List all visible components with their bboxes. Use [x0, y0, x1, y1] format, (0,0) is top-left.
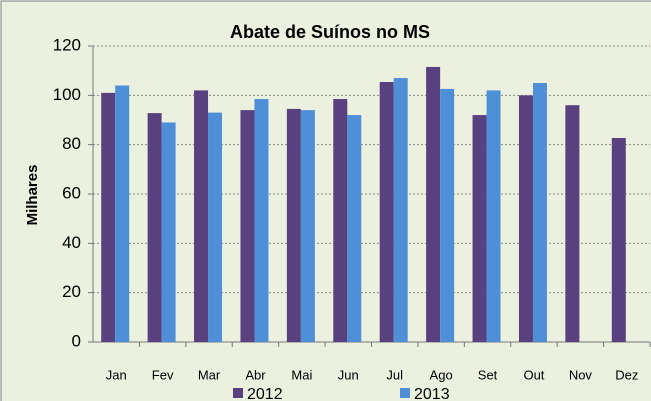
bar: [208, 112, 223, 342]
y-tick-label: 0: [72, 331, 81, 350]
y-tick-label: 40: [62, 233, 81, 252]
bar: [286, 108, 301, 343]
y-tick-label: 120: [53, 35, 81, 54]
bar: [194, 90, 209, 343]
y-tick-label: 20: [62, 282, 81, 301]
chart-title: Abate de Suínos no MS: [230, 22, 430, 42]
x-tick-label: Abr: [245, 367, 266, 382]
x-tick-label: Out: [523, 367, 544, 382]
bar: [240, 110, 255, 342]
bar: [379, 82, 394, 342]
x-tick-label: Dez: [615, 367, 638, 382]
bar: [147, 113, 162, 343]
x-tick-label: Fev: [152, 367, 174, 382]
bar: [518, 95, 533, 342]
legend-swatch: [233, 388, 243, 398]
x-tick-label: Nov: [569, 367, 593, 382]
legend-swatch: [400, 388, 410, 398]
x-tick-label: Jan: [106, 367, 127, 382]
y-tick-label: 100: [53, 85, 81, 104]
x-tick-label: Ago: [430, 367, 453, 382]
bar: [440, 88, 455, 342]
bar: [101, 92, 116, 342]
x-tick-label: Jul: [386, 367, 403, 382]
bar: [393, 78, 408, 343]
x-tick-label: Mar: [198, 367, 221, 382]
x-tick-label: Set: [478, 367, 498, 382]
x-tick-label: Mai: [291, 367, 312, 382]
bar: [347, 115, 362, 342]
y-tick-label: 80: [62, 134, 81, 153]
bar: [300, 110, 315, 342]
bar: [161, 122, 176, 342]
bar: [472, 115, 487, 342]
y-tick-label: 60: [62, 183, 81, 202]
y-axis-label: Milhares: [24, 165, 41, 226]
bar: [486, 90, 501, 343]
x-tick-label: Jun: [338, 367, 359, 382]
bar: [611, 138, 626, 342]
bar: [254, 99, 269, 343]
legend-label: 2012: [247, 386, 283, 401]
bar: [565, 105, 580, 342]
bar: [115, 85, 130, 342]
legend-label: 2013: [414, 386, 450, 401]
bar: [532, 83, 547, 342]
bar: [333, 99, 348, 343]
bar: [426, 66, 441, 342]
